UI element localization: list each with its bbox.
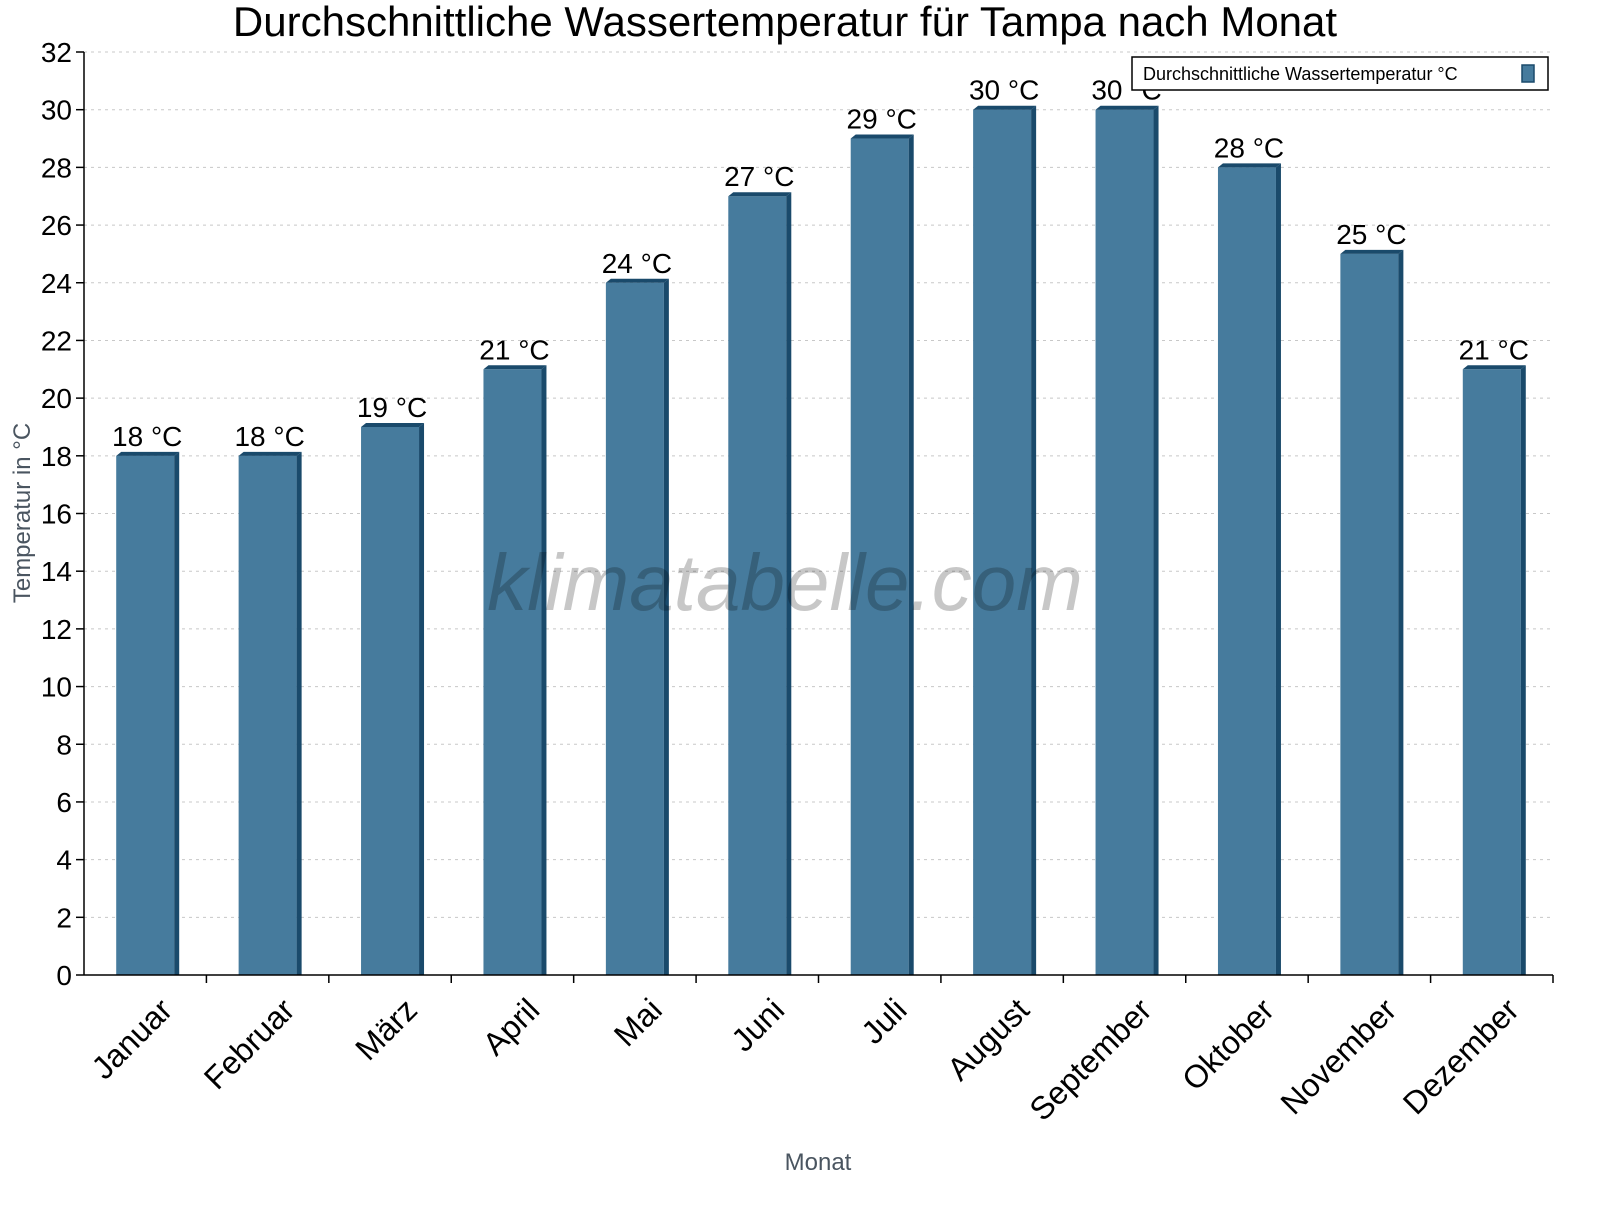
y-tick-label: 0 xyxy=(56,960,72,991)
legend-swatch xyxy=(1521,64,1535,83)
bar-top xyxy=(361,422,425,427)
bar xyxy=(850,138,909,975)
bar xyxy=(1095,109,1154,975)
data-label: 18 °C xyxy=(234,421,304,452)
data-label: 25 °C xyxy=(1336,219,1406,250)
legend: Durchschnittliche Wassertemperatur °C xyxy=(1131,56,1549,91)
x-axis-label: Monat xyxy=(785,1149,852,1176)
y-tick-label: 16 xyxy=(41,499,72,530)
x-tick-label: März xyxy=(348,991,424,1067)
bar xyxy=(728,196,787,975)
bar-top xyxy=(605,278,669,283)
y-tick-label: 8 xyxy=(56,729,72,760)
y-tick-label: 6 xyxy=(56,787,72,818)
data-label: 19 °C xyxy=(357,392,427,423)
bar xyxy=(483,369,542,975)
bar xyxy=(605,282,664,975)
data-label: 29 °C xyxy=(847,104,917,135)
bar-side xyxy=(1275,163,1281,975)
bar-side xyxy=(908,134,914,975)
legend-label: Durchschnittliche Wassertemperatur °C xyxy=(1143,64,1458,84)
bar-top xyxy=(728,192,792,197)
y-tick-label: 4 xyxy=(56,845,72,876)
bar-top xyxy=(116,451,180,456)
data-label: 27 °C xyxy=(724,161,794,192)
legend-box xyxy=(1131,56,1549,91)
data-label: 21 °C xyxy=(1459,334,1529,365)
grid xyxy=(84,51,1553,918)
x-tick-label: September xyxy=(1022,991,1158,1127)
x-tick-label: August xyxy=(940,991,1036,1087)
y-tick-label: 14 xyxy=(41,556,72,587)
chart-title: Durchschnittliche Wassertemperatur für T… xyxy=(233,0,1337,45)
x-tick-label: Januar xyxy=(84,991,179,1086)
bar-side xyxy=(1031,105,1037,975)
bar-top xyxy=(1095,105,1159,110)
bar-top xyxy=(1217,163,1281,168)
bar xyxy=(116,455,175,975)
bar xyxy=(1340,253,1399,975)
y-tick-label: 2 xyxy=(56,902,72,933)
y-tick-label: 28 xyxy=(41,152,72,183)
bar-side xyxy=(296,451,302,975)
x-tick-label: Dezember xyxy=(1396,991,1526,1121)
y-tick-label: 30 xyxy=(41,95,72,126)
x-tick-label: Juli xyxy=(854,991,913,1050)
data-label: 30 °C xyxy=(969,75,1039,106)
bar-top xyxy=(850,134,914,139)
bar-side xyxy=(1398,249,1404,975)
x-tick-label: Mai xyxy=(607,991,669,1053)
bar-side xyxy=(1520,365,1526,975)
bar-side xyxy=(541,365,547,975)
y-axis-label: Temperatur in °C xyxy=(9,423,36,603)
y-tick-label: 18 xyxy=(41,441,72,472)
bars: 18 °C 18 °C 19 °C 21 °C 24 °C 27 °C 29 °C 30 °C… xyxy=(112,75,1529,975)
x-tick-label: Oktober xyxy=(1175,991,1281,1097)
bar-side xyxy=(786,192,792,975)
data-label: 28 °C xyxy=(1214,132,1284,163)
bar-side xyxy=(663,278,669,975)
y-tick-label: 32 xyxy=(41,37,72,68)
bar-top xyxy=(483,365,547,370)
bar-side xyxy=(1153,105,1159,975)
y-tick-label: 12 xyxy=(41,614,72,645)
x-tick-label: Februar xyxy=(197,991,302,1096)
bar-top xyxy=(1462,365,1526,370)
y-tick-label: 24 xyxy=(41,268,72,299)
x-tick-label: November xyxy=(1273,991,1403,1121)
bar xyxy=(238,455,297,975)
bar-top xyxy=(973,105,1037,110)
bar xyxy=(361,426,420,975)
bar xyxy=(1462,369,1521,975)
y-tick-label: 20 xyxy=(41,383,72,414)
data-label: 21 °C xyxy=(479,334,549,365)
bar xyxy=(973,109,1032,975)
bar-top xyxy=(238,451,302,456)
data-label: 18 °C xyxy=(112,421,182,452)
x-tick-label: April xyxy=(476,991,547,1062)
x-tick-label: Juni xyxy=(724,991,791,1058)
watermark: klimatabelle.com xyxy=(487,538,1083,627)
y-tick-label: 10 xyxy=(41,672,72,703)
y-tick-label: 26 xyxy=(41,210,72,241)
x-axis: Januar Februar März April Mai Juni Juli AugustS… xyxy=(84,974,1554,1128)
data-label: 24 °C xyxy=(602,248,672,279)
bar-top xyxy=(1340,249,1404,254)
bar-side xyxy=(419,422,425,975)
bar xyxy=(1217,167,1276,975)
y-tick-label: 22 xyxy=(41,325,72,356)
bar-side xyxy=(174,451,180,975)
